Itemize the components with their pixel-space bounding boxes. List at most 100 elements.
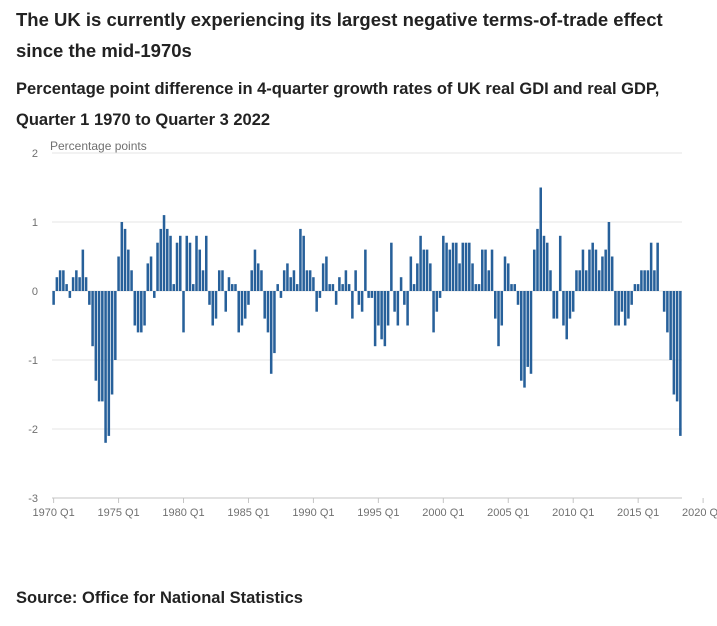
bar[interactable] xyxy=(471,263,474,291)
bar[interactable] xyxy=(260,270,263,291)
bar[interactable] xyxy=(519,291,523,381)
bar[interactable] xyxy=(558,235,562,291)
bar[interactable] xyxy=(211,291,215,326)
bar[interactable] xyxy=(214,291,218,319)
bar[interactable] xyxy=(357,291,361,305)
bar[interactable] xyxy=(481,249,484,291)
bar[interactable] xyxy=(91,291,94,347)
bar[interactable] xyxy=(68,291,72,298)
bar[interactable] xyxy=(127,249,130,291)
bar[interactable] xyxy=(666,291,669,333)
bar[interactable] xyxy=(273,291,276,354)
bar[interactable] xyxy=(584,270,588,291)
bar[interactable] xyxy=(442,235,445,291)
bar[interactable] xyxy=(195,235,198,291)
bar[interactable] xyxy=(120,222,124,291)
bar[interactable] xyxy=(607,222,611,291)
bar[interactable] xyxy=(325,256,328,292)
bar[interactable] xyxy=(571,291,575,312)
bar[interactable] xyxy=(575,270,578,291)
bar[interactable] xyxy=(438,291,442,298)
bar[interactable] xyxy=(370,291,374,298)
bar[interactable] xyxy=(58,270,62,291)
bar[interactable] xyxy=(649,242,653,291)
bar[interactable] xyxy=(432,291,435,333)
bar[interactable] xyxy=(250,270,253,291)
bar[interactable] xyxy=(646,270,650,291)
bar[interactable] xyxy=(396,291,400,326)
bar[interactable] xyxy=(451,242,455,291)
bar[interactable] xyxy=(640,270,643,291)
bar[interactable] xyxy=(338,277,341,291)
bar[interactable] xyxy=(230,284,234,291)
bar[interactable] xyxy=(312,277,315,291)
bar[interactable] xyxy=(513,284,517,291)
bar[interactable] xyxy=(448,249,452,291)
bar[interactable] xyxy=(532,249,536,291)
bar[interactable] xyxy=(455,242,458,291)
bar[interactable] xyxy=(675,291,679,402)
bar[interactable] xyxy=(140,291,143,333)
bar[interactable] xyxy=(88,291,91,305)
bar[interactable] xyxy=(623,291,627,326)
bar[interactable] xyxy=(328,284,331,291)
bar[interactable] xyxy=(377,291,380,326)
bar[interactable] xyxy=(331,284,335,291)
bar[interactable] xyxy=(542,235,546,291)
bar[interactable] xyxy=(101,291,104,402)
bar[interactable] xyxy=(565,291,568,340)
bar[interactable] xyxy=(52,291,55,305)
bar[interactable] xyxy=(490,249,494,291)
bar[interactable] xyxy=(234,284,237,291)
bar[interactable] xyxy=(237,291,240,333)
bar[interactable] xyxy=(243,291,247,319)
bar[interactable] xyxy=(555,291,559,319)
bar[interactable] xyxy=(393,291,396,312)
bar[interactable] xyxy=(334,291,338,305)
bar[interactable] xyxy=(289,277,292,291)
bar[interactable] xyxy=(568,291,572,319)
bar[interactable] xyxy=(477,284,481,291)
bar[interactable] xyxy=(425,249,429,291)
bar[interactable] xyxy=(643,270,646,291)
bar[interactable] xyxy=(523,291,526,388)
bar[interactable] xyxy=(224,291,227,312)
bar[interactable] xyxy=(321,263,325,291)
bar[interactable] xyxy=(562,291,565,326)
bar[interactable] xyxy=(594,249,598,291)
bar[interactable] xyxy=(351,291,354,319)
bar[interactable] xyxy=(263,291,266,319)
bar[interactable] xyxy=(507,263,510,291)
bar[interactable] xyxy=(149,256,153,292)
bar[interactable] xyxy=(78,277,81,291)
bar[interactable] xyxy=(458,263,461,291)
bar[interactable] xyxy=(409,256,413,292)
bar[interactable] xyxy=(503,256,507,292)
bar[interactable] xyxy=(295,284,299,291)
bar[interactable] xyxy=(468,242,471,291)
bar[interactable] xyxy=(292,270,296,291)
bar[interactable] xyxy=(588,249,591,291)
bar[interactable] xyxy=(578,270,581,291)
bar[interactable] xyxy=(175,242,179,291)
bar[interactable] xyxy=(282,270,286,291)
bar[interactable] xyxy=(201,270,205,291)
bar[interactable] xyxy=(435,291,439,312)
bar[interactable] xyxy=(497,291,500,347)
bar[interactable] xyxy=(474,284,478,291)
bar[interactable] xyxy=(653,270,656,291)
bar[interactable] xyxy=(601,256,604,292)
bar[interactable] xyxy=(373,291,377,347)
bar[interactable] xyxy=(610,256,614,292)
bar[interactable] xyxy=(143,291,146,326)
bar[interactable] xyxy=(156,242,159,291)
bar[interactable] xyxy=(390,242,393,291)
bar[interactable] xyxy=(545,242,549,291)
bar[interactable] xyxy=(412,284,416,291)
bar[interactable] xyxy=(188,242,192,291)
bar[interactable] xyxy=(107,291,111,436)
bar[interactable] xyxy=(130,270,133,291)
bar[interactable] xyxy=(84,277,88,291)
bar[interactable] xyxy=(104,291,107,443)
bar[interactable] xyxy=(123,228,127,291)
